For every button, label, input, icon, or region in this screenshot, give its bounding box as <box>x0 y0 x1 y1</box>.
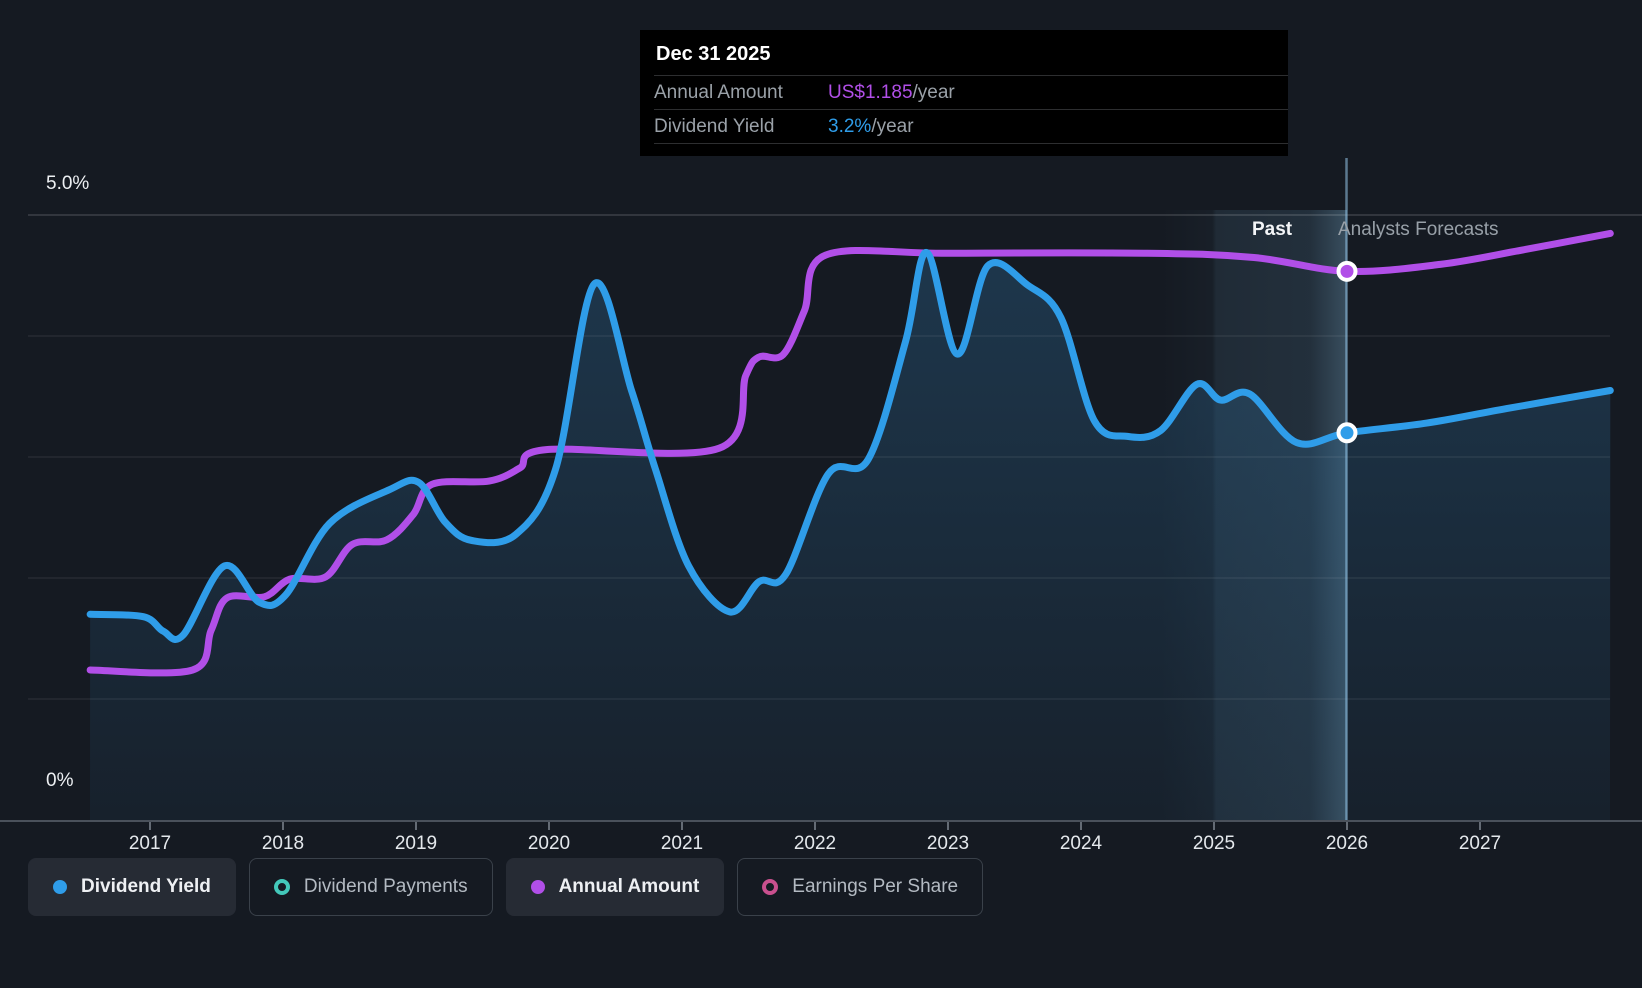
x-axis: 2017 2018 2019 2020 2021 2022 2023 2024 2025 2026… <box>0 820 1642 854</box>
tooltip-value-suffix: /year <box>871 115 914 137</box>
svg-text:2018: 2018 <box>262 833 304 854</box>
svg-text:2022: 2022 <box>794 833 836 854</box>
svg-text:2026: 2026 <box>1326 833 1368 854</box>
svg-text:2017: 2017 <box>129 833 171 854</box>
dividend-yield-area <box>90 252 1611 820</box>
svg-text:2021: 2021 <box>661 833 703 854</box>
tooltip-row-annual-amount: Annual Amount US$1.185 /year <box>654 75 1288 109</box>
svg-text:2020: 2020 <box>528 833 570 854</box>
past-region-label: Past <box>1252 219 1293 240</box>
annual-amount-line <box>86 229 1614 677</box>
y-axis-max-label: 5.0% <box>46 173 90 194</box>
tooltip-value: 3.2% <box>828 115 872 137</box>
y-axis-min-label: 0% <box>46 770 74 791</box>
tooltip-value-suffix: /year <box>912 81 955 103</box>
dividend-payments-ring-icon <box>273 879 290 895</box>
forecast-region-label: Analysts Forecasts <box>1338 219 1499 240</box>
tooltip-value: US$1.185 <box>828 81 913 103</box>
chart-legend: Dividend Yield Dividend Payments Annual … <box>28 858 984 916</box>
tooltip-date: Dec 31 2025 <box>656 43 771 65</box>
annual-amount-marker[interactable] <box>1336 260 1358 282</box>
svg-text:2023: 2023 <box>927 833 969 854</box>
annual-amount-dot-icon <box>530 880 545 894</box>
svg-text:2025: 2025 <box>1193 833 1235 854</box>
legend-label: Annual Amount <box>558 876 700 897</box>
legend-label: Dividend Payments <box>303 876 468 897</box>
legend-toggle-earnings-per-share[interactable]: Earnings Per Share <box>737 858 984 916</box>
legend-label: Earnings Per Share <box>792 876 959 897</box>
legend-toggle-dividend-yield[interactable]: Dividend Yield <box>28 858 236 916</box>
legend-toggle-annual-amount[interactable]: Annual Amount <box>505 858 725 916</box>
legend-label: Dividend Yield <box>81 876 211 897</box>
svg-text:2024: 2024 <box>1060 833 1103 854</box>
svg-text:2019: 2019 <box>395 833 437 854</box>
dividend-yield-marker[interactable] <box>1336 422 1358 444</box>
legend-toggle-dividend-payments[interactable]: Dividend Payments <box>248 858 493 916</box>
dividend-yield-dot-icon <box>53 880 67 894</box>
svg-text:2027: 2027 <box>1459 833 1501 854</box>
chart-tooltip: Dec 31 2025 Annual Amount US$1.185 /year… <box>640 30 1288 156</box>
tooltip-row-dividend-yield: Dividend Yield 3.2% /year <box>654 109 1288 144</box>
dividend-yield-line <box>86 249 1614 643</box>
tooltip-label: Dividend Yield <box>654 115 775 137</box>
earnings-per-share-ring-icon <box>762 879 779 895</box>
tooltip-label: Annual Amount <box>654 81 783 103</box>
